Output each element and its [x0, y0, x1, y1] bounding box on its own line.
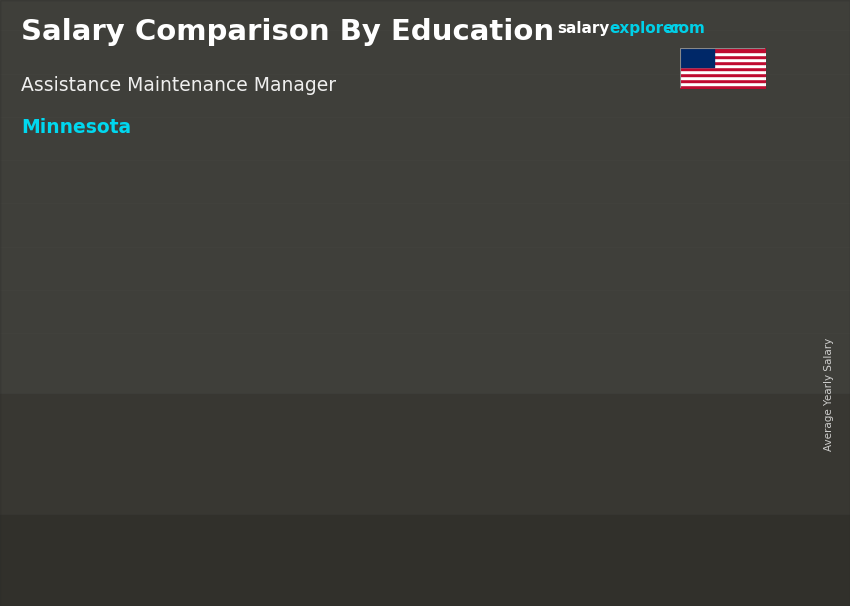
Bar — [94, 384, 169, 395]
Bar — [272, 358, 347, 370]
Bar — [628, 201, 703, 224]
Text: +18%: +18% — [190, 290, 252, 310]
Text: +31%: +31% — [545, 133, 609, 152]
Text: +45%: +45% — [367, 211, 430, 230]
Polygon shape — [450, 275, 536, 279]
Polygon shape — [272, 355, 358, 358]
Polygon shape — [703, 195, 714, 533]
Text: 105,000 USD: 105,000 USD — [449, 250, 536, 264]
Text: 61,400 USD: 61,400 USD — [93, 431, 171, 444]
Text: .com: .com — [665, 21, 706, 36]
Polygon shape — [169, 382, 180, 533]
Text: salary: salary — [557, 21, 609, 36]
FancyBboxPatch shape — [271, 358, 348, 533]
Polygon shape — [347, 355, 358, 533]
Bar — [450, 279, 525, 296]
FancyBboxPatch shape — [626, 201, 705, 533]
FancyBboxPatch shape — [93, 384, 171, 533]
Polygon shape — [94, 382, 180, 384]
Text: Average Yearly Salary: Average Yearly Salary — [824, 338, 834, 450]
FancyBboxPatch shape — [449, 279, 526, 533]
Polygon shape — [525, 275, 536, 533]
Polygon shape — [628, 195, 714, 201]
Text: Assistance Maintenance Manager: Assistance Maintenance Manager — [21, 76, 337, 95]
Text: explorer: explorer — [609, 21, 682, 36]
Text: 137,000 USD: 137,000 USD — [626, 171, 713, 185]
Text: Salary Comparison By Education: Salary Comparison By Education — [21, 18, 554, 46]
Text: 72,200 USD: 72,200 USD — [306, 331, 385, 344]
Text: Minnesota: Minnesota — [21, 118, 132, 137]
